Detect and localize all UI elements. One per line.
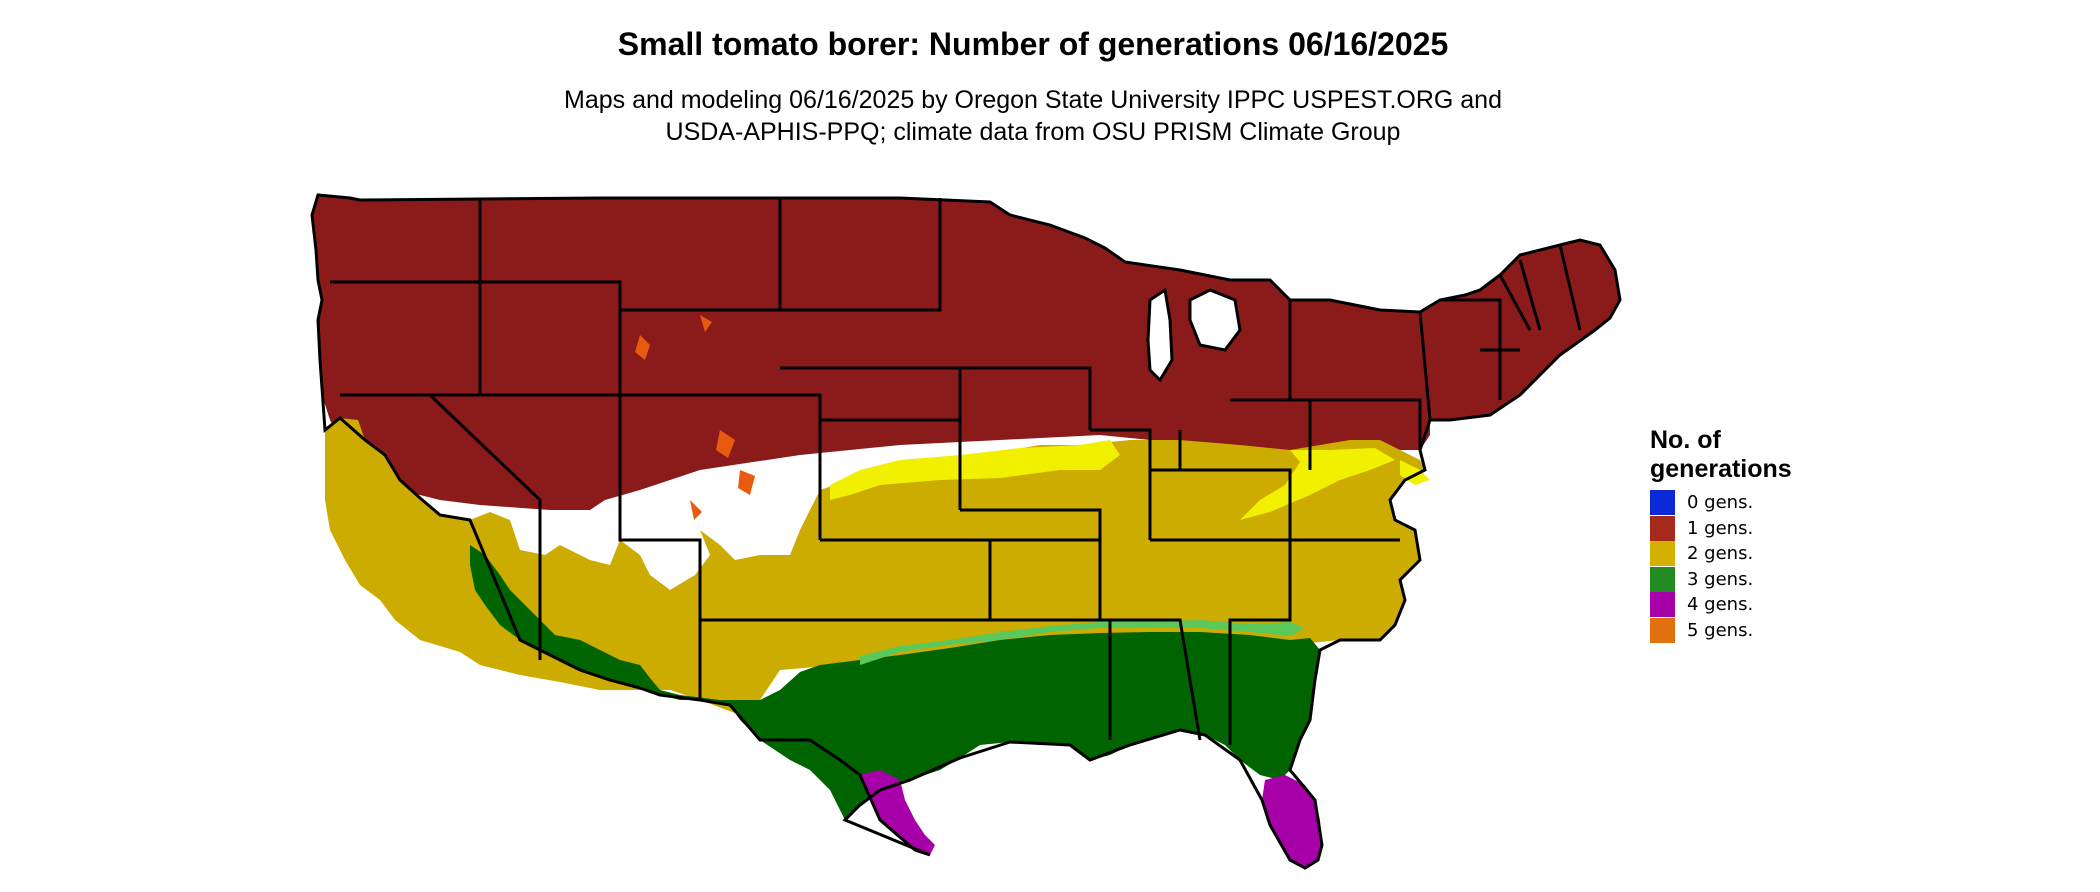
zone-4-gen-florida: [1262, 775, 1322, 868]
legend-label: 3 gens.: [1687, 568, 1754, 590]
legend-label: 1 gens.: [1687, 517, 1754, 539]
legend-items: 0 gens. 1 gens. 2 gens. 3 gens. 4 gens. 5 gen…: [1650, 490, 1850, 643]
zone-2-gen-light: [830, 440, 1430, 520]
legend-item: 3 gens.: [1650, 566, 1850, 593]
legend-swatch: [1650, 490, 1675, 516]
legend-item: 5 gens.: [1650, 617, 1850, 644]
legend-item: 0 gens.: [1650, 490, 1850, 516]
legend-label: 4 gens.: [1687, 594, 1754, 616]
legend-item: 4 gens.: [1650, 592, 1850, 618]
map-title: Small tomato borer: Number of generation…: [617, 26, 1449, 62]
us-generations-map: [310, 193, 1622, 870]
legend-label: 2 gens.: [1687, 543, 1754, 565]
legend-label: 5 gens.: [1687, 619, 1754, 641]
state-lines: [330, 198, 1582, 745]
great-lakes: [1146, 287, 1242, 383]
subtitle-line-1: Maps and modeling 06/16/2025 by Oregon S…: [564, 86, 1502, 114]
legend-item: 2 gens.: [1650, 541, 1850, 567]
zone-1-gen: [312, 195, 1620, 510]
legend-swatch: [1650, 566, 1675, 592]
legend-title-line-2: generations: [1650, 455, 1792, 483]
subtitle-line-2: USDA-APHIS-PPQ; climate data from OSU PR…: [665, 118, 1401, 146]
legend-title: No. of generations: [1650, 426, 1850, 484]
national-outline: [310, 193, 1622, 870]
legend-swatch: [1650, 541, 1675, 567]
legend-title-line-1: No. of: [1650, 426, 1721, 454]
legend-label: 0 gens.: [1687, 492, 1754, 514]
legend-item: 1 gens.: [1650, 515, 1850, 542]
zone-3-gen-light: [860, 620, 1305, 665]
legend-swatch: [1650, 617, 1675, 643]
legend-swatch: [1650, 592, 1675, 618]
zone-3-gen: [470, 545, 1320, 820]
map-zones: [312, 195, 1620, 868]
state-borders: [310, 193, 1622, 870]
map-subtitle: Maps and modeling 06/16/2025 by Oregon S…: [0, 84, 2066, 148]
legend: No. of generations 0 gens. 1 gens. 2 gens.…: [1650, 426, 1850, 643]
legend-swatch: [1650, 515, 1675, 541]
